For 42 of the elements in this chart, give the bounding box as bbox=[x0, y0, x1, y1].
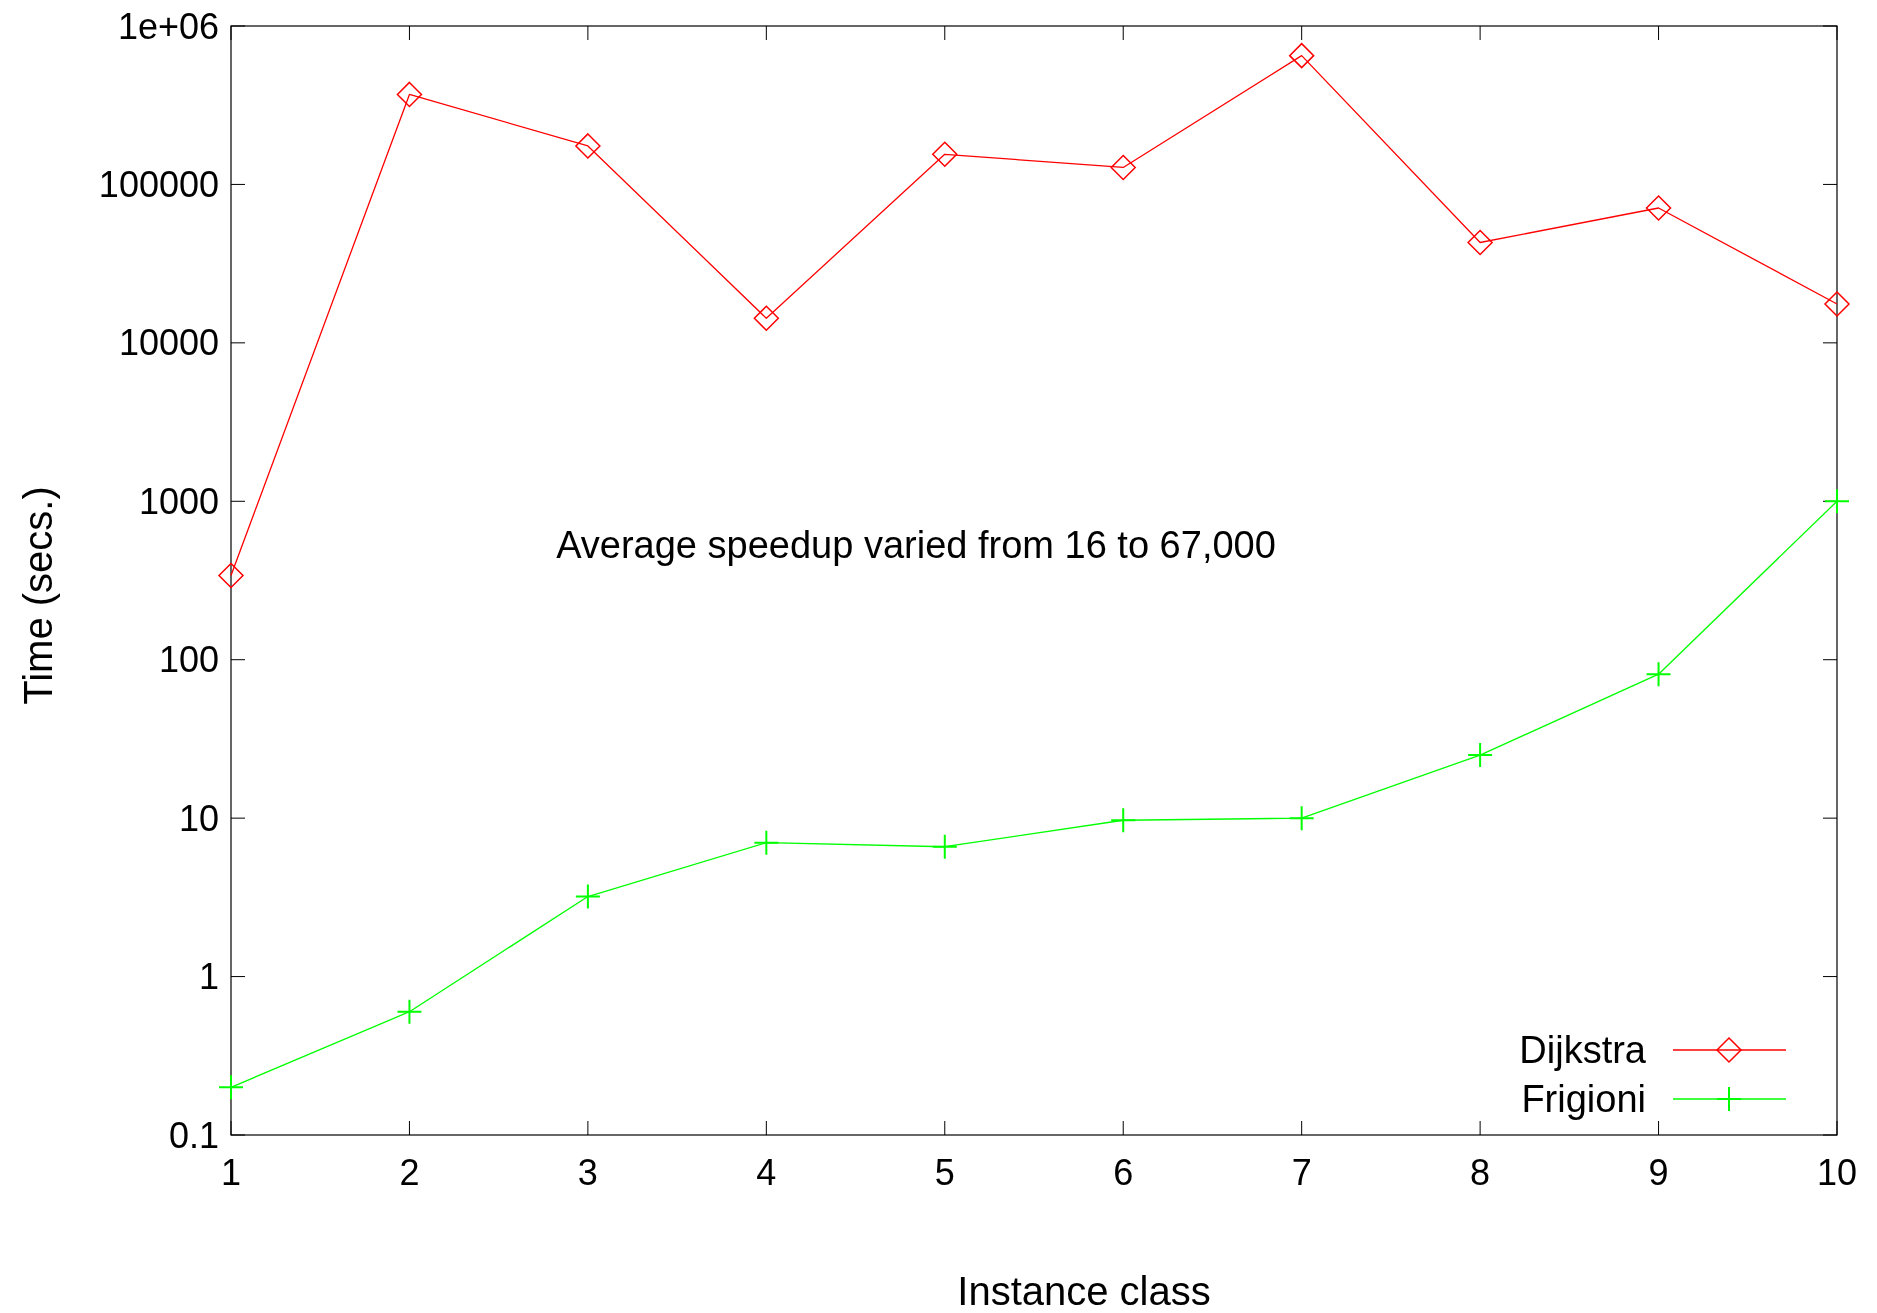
x-tick-label: 10 bbox=[1816, 1152, 1858, 1193]
point bbox=[1467, 229, 1493, 256]
y-tick-label: 1000 bbox=[138, 480, 219, 522]
y-axis-title: Time (secs.) bbox=[16, 486, 60, 705]
y-tick-label: 10 bbox=[178, 797, 219, 839]
x-tick-label: 3 bbox=[577, 1152, 598, 1193]
point bbox=[397, 999, 422, 1024]
x-tick-label: 2 bbox=[399, 1152, 420, 1193]
point bbox=[1468, 743, 1493, 768]
y-tick-label: 10000 bbox=[118, 322, 219, 364]
point bbox=[1111, 808, 1136, 833]
y-tick-label: 100 bbox=[158, 639, 219, 681]
y-tick-label: 0.1 bbox=[168, 1114, 219, 1156]
y-tick-label: 1 bbox=[198, 956, 219, 998]
point bbox=[219, 1075, 243, 1100]
x-tick-label: 4 bbox=[756, 1152, 777, 1193]
point bbox=[1289, 806, 1314, 831]
y-tick-label: 1e+06 bbox=[117, 5, 219, 47]
legend-label: Frigioni bbox=[1521, 1078, 1646, 1121]
point bbox=[1824, 291, 1850, 317]
point bbox=[1110, 154, 1136, 181]
x-tick-label: 9 bbox=[1648, 1152, 1669, 1193]
point bbox=[932, 141, 958, 168]
x-axis-title: Instance class bbox=[957, 1269, 1211, 1313]
point bbox=[1825, 489, 1849, 514]
point bbox=[753, 305, 780, 331]
annotation: Average speedup varied from 16 to 67,000 bbox=[556, 524, 1276, 566]
point bbox=[396, 81, 423, 108]
y-tick-label: 100000 bbox=[98, 164, 219, 206]
point bbox=[1645, 195, 1672, 221]
point bbox=[218, 562, 244, 589]
point bbox=[1288, 42, 1315, 69]
legend-label: Dijkstra bbox=[1519, 1029, 1647, 1072]
x-tick-label: 6 bbox=[1113, 1152, 1134, 1193]
x-tick-label: 5 bbox=[934, 1152, 955, 1193]
x-tick-label: 8 bbox=[1470, 1152, 1491, 1193]
point bbox=[932, 834, 957, 859]
point bbox=[575, 133, 601, 159]
point bbox=[1646, 662, 1671, 687]
point bbox=[575, 884, 600, 909]
point bbox=[754, 830, 779, 855]
x-tick-label: 7 bbox=[1291, 1152, 1312, 1193]
